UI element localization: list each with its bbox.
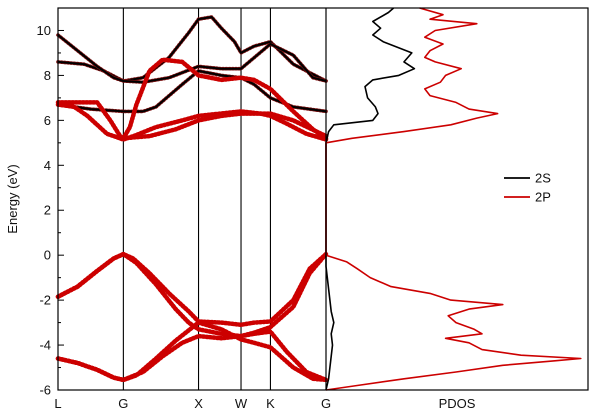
y-tick-label: 0 (44, 248, 51, 263)
band-structure-plot (55, 15, 329, 383)
y-tick-label: -6 (39, 383, 51, 398)
pdos-axis-title: PDOS (439, 396, 476, 411)
y-tick-label: 8 (44, 68, 51, 83)
band-line-3 (57, 69, 327, 113)
axes: -6 -4 -2 0 2 4 6 8 10 Energy (eV) L G X W K G PDOS (5, 7, 589, 411)
plot-frame (57, 7, 589, 391)
legend-label-2p: 2P (535, 190, 551, 205)
band-line-2 (57, 34, 327, 84)
kpoint-label-x: X (194, 396, 203, 411)
band-line-10 (57, 321, 327, 381)
kpoint-label-k: K (266, 396, 275, 411)
kpoint-label-w: W (235, 396, 248, 411)
band-line-5 (58, 58, 327, 140)
band-line-8 (57, 253, 327, 338)
kpoint-label-g: G (321, 396, 331, 411)
pdos-line-2s (325, 7, 416, 391)
band-line-4 (57, 103, 327, 141)
kpoint-label-l: L (54, 396, 61, 411)
y-axis-title: Energy (eV) (5, 164, 20, 233)
y-tick-label: 10 (37, 23, 51, 38)
y-tick-label: -2 (39, 293, 51, 308)
y-tick-label: 4 (44, 158, 51, 173)
y-tick-label: -4 (39, 338, 51, 353)
y-tick-label: 2 (44, 203, 51, 218)
legend-label-2s: 2S (535, 171, 551, 186)
kpoint-label-g: G (118, 396, 128, 411)
y-tick-label: 6 (44, 113, 51, 128)
band-line-6 (123, 112, 327, 140)
